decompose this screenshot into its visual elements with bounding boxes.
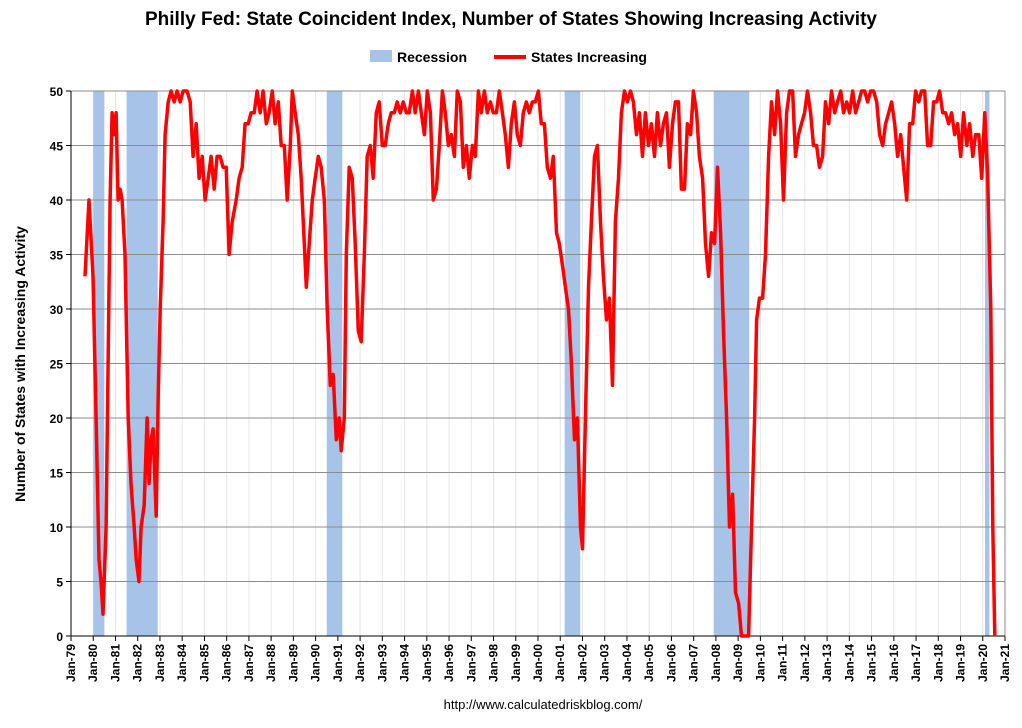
x-tick-label: Jan-19 [954, 644, 968, 682]
y-tick-label: 5 [56, 576, 63, 590]
y-tick-label: 45 [50, 140, 64, 154]
series-line [83, 89, 997, 638]
x-tick-label: Jan-14 [842, 644, 856, 682]
x-tick-label: Jan-18 [931, 644, 945, 682]
x-tick-label: Jan-07 [687, 644, 701, 682]
x-tick-label: Jan-15 [865, 644, 879, 682]
x-tick-label: Jan-96 [442, 644, 456, 682]
y-tick-label: 15 [50, 467, 64, 481]
x-tick-label: Jan-12 [798, 644, 812, 682]
x-tick-label: Jan-16 [887, 644, 901, 682]
x-tick-label: Jan-83 [153, 644, 167, 682]
legend-swatch-recession [370, 50, 392, 62]
y-tick-label: 40 [50, 194, 64, 208]
y-axis-label: Number of States with Increasing Activit… [12, 226, 28, 502]
y-tick-label: 20 [50, 412, 64, 426]
x-tick-label: Jan-86 [220, 644, 234, 682]
x-tick-label: Jan-20 [976, 644, 990, 682]
x-tick-label: Jan-97 [464, 644, 478, 682]
x-tick-label: Jan-95 [420, 644, 434, 682]
x-tick-label: Jan-90 [309, 644, 323, 682]
x-tick-label: Jan-08 [709, 644, 723, 682]
x-tick-label: Jan-85 [197, 644, 211, 682]
x-tick-label: Jan-89 [286, 644, 300, 682]
x-tick-label: Jan-93 [375, 644, 389, 682]
x-tick-label: Jan-00 [531, 644, 545, 682]
x-tick-label: Jan-98 [487, 644, 501, 682]
x-tick-label: Jan-13 [820, 644, 834, 682]
x-tick-label: Jan-02 [575, 644, 589, 682]
legend-label: States Increasing [531, 49, 647, 65]
x-tick-label: Jan-06 [664, 644, 678, 682]
x-tick-label: Jan-80 [86, 644, 100, 682]
x-tick-label: Jan-09 [731, 644, 745, 682]
x-tick-label: Jan-94 [398, 644, 412, 682]
y-tick-label: 10 [50, 521, 64, 535]
x-tick-label: Jan-79 [64, 644, 78, 682]
legend-label: Recession [397, 49, 467, 65]
x-tick-label: Jan-05 [642, 644, 656, 682]
y-tick-label: 50 [50, 85, 64, 99]
x-tick-label: Jan-81 [108, 644, 122, 682]
y-tick-label: 35 [50, 249, 64, 263]
x-tick-label: Jan-11 [776, 644, 790, 682]
x-tick-label: Jan-87 [242, 644, 256, 682]
x-tick-label: Jan-92 [353, 644, 367, 682]
x-tick-label: Jan-03 [598, 644, 612, 682]
x-tick-label: Jan-21 [998, 644, 1012, 682]
x-tick-label: Jan-82 [131, 644, 145, 682]
x-tick-label: Jan-91 [331, 644, 345, 682]
x-tick-label: Jan-04 [620, 644, 634, 682]
x-tick-label: Jan-10 [753, 644, 767, 682]
x-tick-label: Jan-01 [553, 644, 567, 682]
source: http://www.calculatedriskblog.com/ [444, 697, 643, 712]
x-tick-label: Jan-17 [909, 644, 923, 682]
chart-title: Philly Fed: State Coincident Index, Numb… [145, 9, 877, 30]
x-tick-label: Jan-99 [509, 644, 523, 682]
x-tick-label: Jan-84 [175, 644, 189, 682]
y-tick-label: 25 [50, 358, 64, 372]
y-tick-label: 0 [56, 630, 63, 644]
y-tick-label: 30 [50, 303, 64, 317]
x-tick-label: Jan-88 [264, 644, 278, 682]
